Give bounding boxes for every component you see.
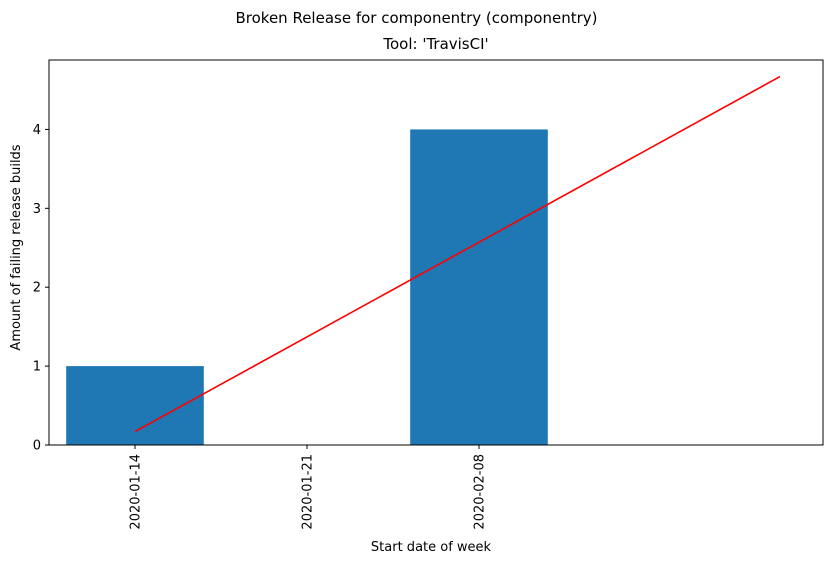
plot-frame <box>48 59 824 446</box>
y-tick-label-2: 2 <box>33 281 41 296</box>
trend-line <box>134 75 781 433</box>
x-tick-label-2020-01-21: 2020-01-21 <box>301 454 316 530</box>
chart-subtitle: Tool: 'TravisCI' <box>383 35 489 53</box>
x-tick-label-2020-02-08: 2020-02-08 <box>473 454 488 530</box>
y-axis-label: Amount of failing release builds <box>9 144 24 350</box>
x-axis-label: Start date of week <box>371 540 492 555</box>
y-tick-label-0: 0 <box>33 439 41 454</box>
x-tick-label-2020-01-14: 2020-01-14 <box>129 454 144 530</box>
y-tick-label-4: 4 <box>33 123 41 138</box>
chart-title: Broken Release for componentry (componen… <box>235 9 598 27</box>
y-tick-label-1: 1 <box>33 360 41 375</box>
bar-2020-02-08 <box>410 129 548 446</box>
y-tick-label-3: 3 <box>33 202 41 217</box>
